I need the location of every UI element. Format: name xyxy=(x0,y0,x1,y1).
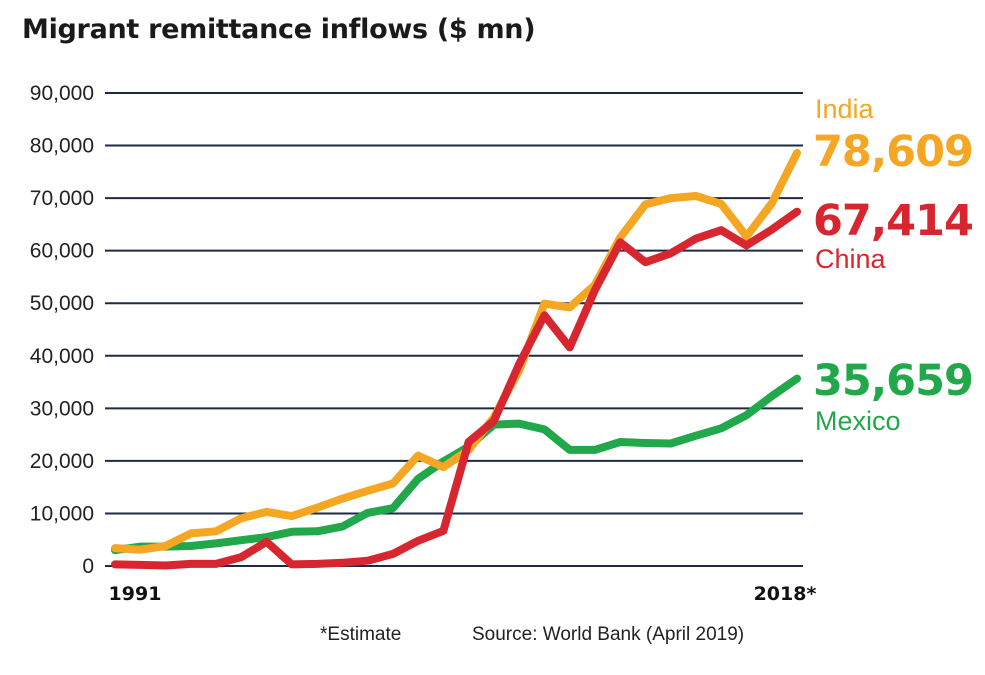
y-tick-label: 30,000 xyxy=(30,397,94,420)
y-axis-ticks: 0 10,000 20,000 30,000 40,000 50,000 60,000 70,… xyxy=(30,82,94,578)
y-tick-label: 20,000 xyxy=(30,450,94,473)
series-name-china: China xyxy=(815,244,887,274)
x-tick-label: 1991 xyxy=(109,583,162,605)
series-name-mexico: Mexico xyxy=(815,406,901,436)
y-tick-label: 10,000 xyxy=(30,502,94,525)
series-lines xyxy=(111,148,801,570)
y-tick-label: 50,000 xyxy=(30,292,94,315)
series-last-value-china: 67,414 xyxy=(813,196,973,246)
series-name-india: India xyxy=(815,94,875,124)
x-axis-ticks: 1991 2018* xyxy=(109,583,817,605)
source-note: Source: World Bank (April 2019) xyxy=(472,624,744,645)
series-line-mexico xyxy=(111,374,801,555)
x-tick-label: 2018* xyxy=(754,583,817,605)
y-tick-label: 70,000 xyxy=(30,187,94,210)
chart-title: Migrant remittance inflows ($ mn) xyxy=(22,14,536,45)
y-tick-label: 40,000 xyxy=(30,345,94,368)
series-last-value-india: 78,609 xyxy=(813,127,973,177)
series-line-india xyxy=(111,148,801,554)
y-tick-label: 80,000 xyxy=(30,135,94,158)
footnote: *Estimate xyxy=(320,624,401,645)
series-last-value-mexico: 35,659 xyxy=(813,356,973,406)
y-tick-label: 90,000 xyxy=(30,82,94,105)
y-tick-label: 60,000 xyxy=(30,240,94,263)
series-line-china xyxy=(111,207,801,570)
y-tick-label: 0 xyxy=(82,555,94,578)
